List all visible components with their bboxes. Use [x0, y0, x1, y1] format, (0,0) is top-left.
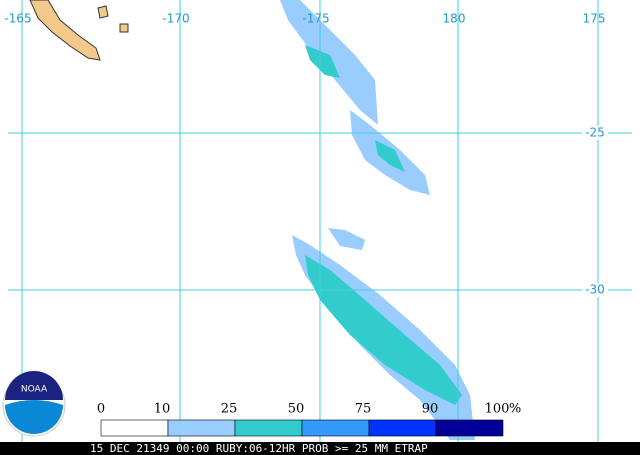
land	[29, 0, 101, 61]
legend-bin	[435, 419, 504, 437]
legend-tick-label: 50	[288, 402, 305, 417]
legend-bin	[167, 419, 236, 437]
longitude-label: 175	[583, 12, 606, 26]
legend-bin	[301, 419, 370, 437]
legend-tick-label: 75	[355, 402, 372, 417]
label-bg	[582, 126, 608, 140]
logo-text: NOAA	[21, 385, 48, 395]
legend-tick-label: 10	[154, 402, 171, 417]
label-bg	[582, 283, 608, 297]
legend-tick-label: 25	[221, 402, 238, 417]
longitude-label: 180	[443, 12, 466, 26]
land	[97, 5, 109, 19]
legend-bin	[234, 419, 303, 437]
caption-bar	[0, 442, 640, 455]
legend-tick-label: 0	[97, 402, 105, 417]
longitude-label: -175	[302, 12, 329, 26]
legend-bin	[100, 419, 169, 437]
noaa-logo: NOAA	[2, 371, 66, 437]
latitude-label: -25	[585, 126, 605, 140]
legend-unit: %	[509, 402, 521, 417]
latitude-label: -30	[585, 283, 605, 297]
legend-bin	[368, 419, 437, 437]
legend-tick-label: 100	[485, 402, 510, 417]
grid: -165 -170 -175 180 175 -25 -30	[4, 0, 632, 442]
precipitation	[280, 0, 475, 440]
longitude-label: -165	[4, 12, 31, 26]
legend-tick-label: 90	[422, 402, 439, 417]
land	[119, 23, 129, 33]
legend: 0 10 25 50 75 90 100%	[97, 402, 521, 437]
longitude-label: -170	[162, 12, 189, 26]
caption: 15 DEC 21349 00:00 RUBY:06-12HR PROB >= …	[90, 442, 428, 455]
